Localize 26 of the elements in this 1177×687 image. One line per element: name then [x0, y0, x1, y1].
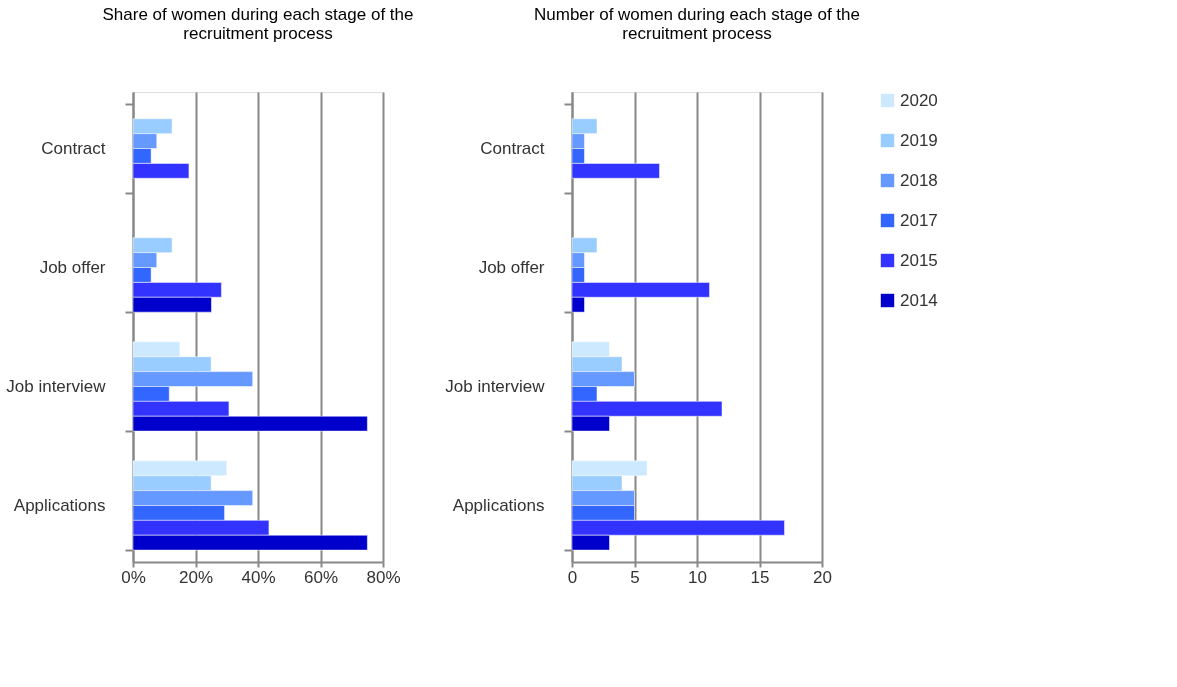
x-tick-label: 80% — [366, 567, 401, 587]
chart-title: Number of women during each stage of the recruitment process — [533, 5, 861, 43]
y-tick-label: Job offer — [39, 258, 106, 278]
x-tick-label: 40% — [241, 567, 276, 587]
legend-label: 2017 — [900, 210, 938, 230]
x-tick-label: 0 — [567, 567, 578, 587]
legend-label: 2020 — [900, 90, 938, 110]
x-tick-label: 20 — [813, 567, 832, 587]
x-tick-label: 15 — [750, 567, 770, 587]
legend-label: 2015 — [900, 250, 938, 270]
y-tick-label: Job interview — [6, 376, 107, 396]
y-tick-label: Job interview — [445, 376, 546, 396]
x-tick-label: 10 — [688, 567, 707, 587]
legend-label: 2019 — [900, 130, 938, 150]
x-tick-label: 5 — [630, 567, 640, 587]
x-tick-label: 60% — [303, 567, 339, 587]
y-tick-label: Applications — [13, 495, 106, 515]
y-tick-label: Contract — [41, 139, 106, 159]
x-tick-label: 0% — [121, 567, 146, 587]
y-tick-label: Contract — [480, 139, 545, 159]
y-tick-label: Job offer — [478, 258, 545, 278]
y-tick-label: Applications — [452, 495, 545, 515]
legend-label: 2014 — [900, 290, 938, 310]
x-tick-label: 20% — [178, 567, 214, 587]
chart-title: Share of women during each stage of the recruitment process — [102, 5, 414, 43]
legend-label: 2018 — [900, 170, 938, 190]
